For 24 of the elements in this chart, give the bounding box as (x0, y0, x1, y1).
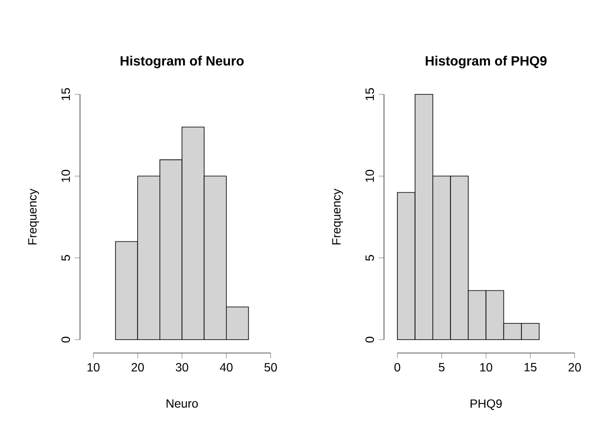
x-tick-label: 20 (568, 363, 581, 372)
y-tick-label: 15 (62, 88, 70, 100)
y-tick-label: 10 (61, 170, 70, 182)
x-axis-title: Neuro (166, 399, 198, 408)
x-tick-label: 10 (480, 363, 492, 372)
y-axis-title: Frequency (28, 188, 39, 244)
x-tick-label: 10 (88, 363, 100, 372)
x-axis-title: PHQ9 (470, 399, 502, 410)
y-tick-label: 10 (365, 170, 374, 182)
chart-title: Histogram of PHQ9 (426, 56, 547, 68)
y-tick-label: 15 (366, 88, 374, 100)
chart-title: Histogram of Neuro (120, 56, 244, 68)
y-axis-title: Frequency (332, 188, 343, 244)
y-tick-label: 5 (62, 255, 70, 261)
y-tick-label: 5 (366, 255, 374, 261)
x-tick-label: 50 (264, 363, 277, 372)
x-tick-label: 5 (438, 363, 444, 372)
y-tick-label: 0 (61, 336, 70, 343)
x-tick-label: 30 (176, 363, 188, 372)
x-tick-label: 20 (132, 363, 144, 372)
y-tick-label: 0 (365, 336, 374, 343)
x-tick-label: 15 (524, 363, 536, 372)
x-tick-label: 40 (220, 363, 233, 372)
x-tick-label: 0 (394, 363, 400, 372)
